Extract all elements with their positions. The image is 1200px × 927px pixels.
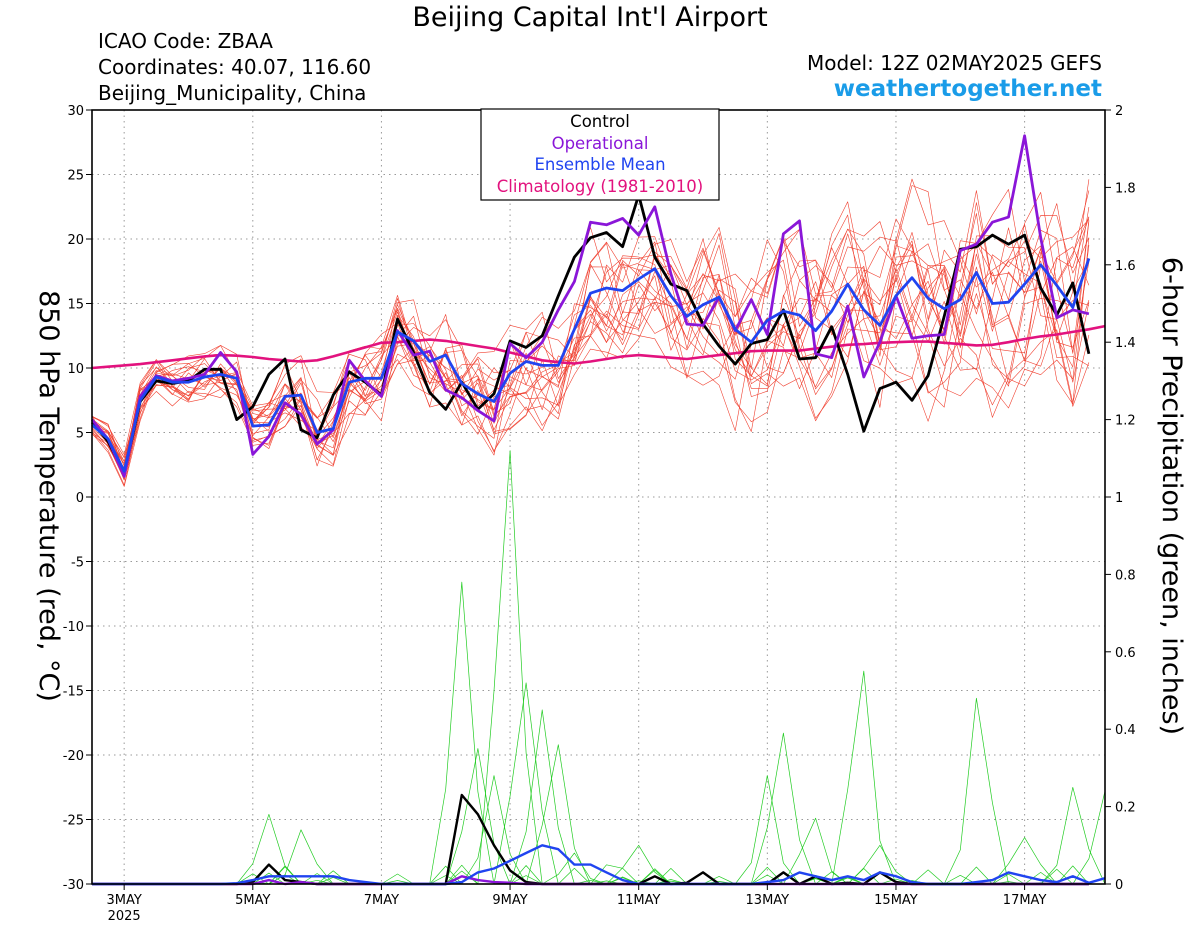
precip-member-line (92, 837, 1105, 885)
temperature-member-line (91, 214, 1090, 474)
temperature-mean-line (91, 257, 1091, 473)
y2-tick-label: 1.4 (1115, 336, 1136, 351)
temperature-member-line (91, 189, 1090, 471)
y2-tick-label: 2 (1115, 104, 1123, 119)
gridlines (92, 110, 1105, 884)
precip-member-line (92, 697, 1105, 885)
y2-tick-label: 0.8 (1115, 568, 1136, 583)
precip-member-line (92, 813, 1105, 885)
y-axis-label-precip: 6-hour Precipitation (green, inches) (1156, 257, 1187, 735)
y-tick-label: 10 (67, 362, 84, 377)
x-tick-label: 9MAY (492, 893, 527, 908)
temperature-control-line (90, 193, 1091, 476)
temperature-member-line (91, 201, 1090, 469)
x-tick-label: 5MAY (235, 893, 270, 908)
legend-box (480, 108, 720, 201)
y-tick-label: 5 (76, 427, 84, 442)
x-tick-label: 15MAY (874, 893, 918, 908)
temperature-member-line (91, 227, 1090, 467)
y-tick-label: 30 (67, 104, 84, 119)
x-tick-label: 7MAY (364, 893, 399, 908)
temperature-member-line (91, 232, 1090, 458)
precip-member-line (92, 748, 1105, 885)
precip-member-line (92, 732, 1105, 885)
icao-code: ICAO Code: ZBAA (98, 29, 273, 53)
x-tick-label: 13MAY (746, 893, 790, 908)
chart-title: Beijing Capital Int'l Airport (412, 2, 768, 33)
y2-tick-label: 0.2 (1115, 801, 1136, 816)
temperature-main-lines (90, 134, 1106, 478)
legend: Control Operational Ensemble Mean Climat… (480, 108, 720, 201)
legend-entry-mean: Ensemble Mean (534, 155, 665, 174)
coordinates: Coordinates: 40.07, 116.60 (98, 55, 372, 79)
y-tick-label: 0 (76, 491, 84, 506)
site-url: weathertogether.net (833, 76, 1102, 102)
y2-tick-label: 1.2 (1115, 414, 1136, 429)
precip-member-line (92, 709, 1105, 885)
precip-member-line (92, 791, 1106, 885)
y2-tick-label: 1.8 (1115, 181, 1136, 196)
legend-entry-control: Control (570, 112, 630, 131)
x-tick-label: 3MAY (107, 893, 142, 908)
temperature-member-line (91, 190, 1090, 475)
temperature-member-line (91, 218, 1090, 462)
precip-control-line (92, 793, 1089, 886)
temperature-operational-line (90, 134, 1090, 478)
temperature-members (91, 178, 1090, 487)
y-tick-label: -20 (63, 749, 84, 764)
y2-tick-label: 1 (1115, 491, 1123, 506)
precip-member-line (92, 670, 1105, 885)
y-tick-label: -15 (63, 685, 84, 700)
y2-tick-label: 0.4 (1115, 723, 1136, 738)
precip-main-lines (92, 793, 1106, 886)
temperature-member-line (91, 178, 1090, 469)
y2-tick-label: 0 (1115, 878, 1123, 893)
region: Beijing_Municipality, China (98, 81, 367, 105)
x-tick-sublabel: 2025 (108, 909, 141, 924)
y-axis-label-temperature: 850 hPa Temperature (red, °C) (33, 290, 64, 702)
precip-member-line (92, 829, 1105, 885)
y-tick-label: 15 (67, 298, 84, 313)
temperature-member-line (91, 216, 1090, 458)
legend-entry-operational: Operational (552, 134, 649, 153)
precip-member-line (92, 581, 1105, 885)
y-tick-label: 20 (67, 233, 84, 248)
y2-tick-label: 0.6 (1115, 646, 1136, 661)
precip-member-line (92, 744, 1105, 885)
precip-member-line (92, 450, 1105, 885)
x-tick-label: 11MAY (617, 893, 661, 908)
y-tick-label: 25 (67, 169, 84, 184)
y-tick-label: -10 (63, 620, 84, 635)
temperature-member-line (91, 190, 1090, 455)
axes: 302520151050-5-10-15-20-25-3021.81.61.41… (63, 104, 1136, 924)
temperature-member-line (91, 202, 1090, 486)
precip-member-line (92, 682, 1105, 885)
y-tick-label: -5 (71, 556, 84, 571)
temperature-member-line (91, 217, 1090, 487)
y-tick-label: -25 (63, 814, 84, 829)
temperature-member-line (91, 235, 1090, 467)
legend-entry-climatology: Climatology (1981-2010) (497, 177, 703, 196)
model-run: Model: 12Z 02MAY2025 GEFS (807, 51, 1102, 75)
precip-members (92, 450, 1106, 885)
temperature-member-line (91, 245, 1089, 480)
y-tick-label: -30 (63, 878, 84, 893)
x-tick-label: 17MAY (1003, 893, 1047, 908)
temperature-member-line (91, 203, 1090, 481)
y2-tick-label: 1.6 (1115, 259, 1136, 274)
